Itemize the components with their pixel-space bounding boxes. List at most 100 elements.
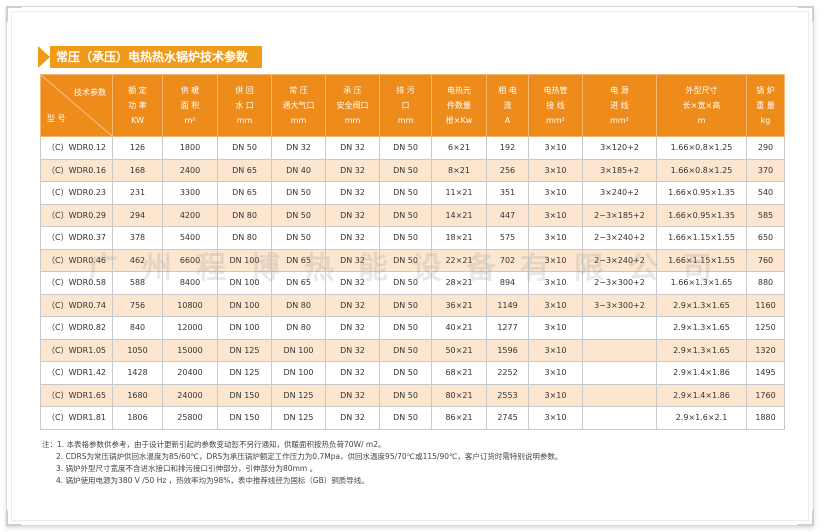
value-cell: 3×10	[528, 293, 583, 317]
value-cell: 1428	[112, 361, 163, 385]
value-cell: 1.66×0.95×1.35	[656, 203, 747, 227]
value-cell: DN 50	[379, 136, 432, 160]
header-col-line: 接 线	[546, 101, 565, 110]
value-cell: 1277	[486, 316, 529, 340]
header-col-line: 供 暖	[180, 86, 200, 95]
header-col-line: 外型尺寸	[685, 86, 718, 95]
model-cell: （C）WDR1.65	[40, 383, 113, 407]
value-cell: 1050	[112, 338, 163, 362]
header-col-line: 额 定	[128, 86, 147, 95]
spec-table: 技术参数 型 号 额 定功 率 KW 供 暖面 积 m² 供 回水 口 mm 常 压通大气口…	[40, 74, 785, 430]
value-cell: 50×21	[431, 338, 487, 362]
header-col-line: m	[697, 116, 706, 125]
value-cell: 880	[746, 271, 785, 295]
value-cell: DN 50	[379, 158, 432, 182]
corner-mark	[6, 6, 22, 22]
value-cell: 2.9×1.4×1.86	[656, 383, 747, 407]
value-cell: 11×21	[431, 181, 487, 205]
value-cell: 1495	[746, 361, 785, 385]
value-cell: 256	[486, 158, 529, 182]
value-cell: 840	[112, 316, 163, 340]
value-cell: DN 100	[217, 271, 272, 295]
value-cell: 378	[112, 226, 163, 250]
value-cell: DN 32	[325, 136, 380, 160]
value-cell: DN 65	[271, 271, 326, 295]
header-col-line: 电热管	[543, 86, 568, 95]
header-col: 常 压通大气口 mm	[271, 74, 326, 137]
header-col-line: KW	[131, 116, 144, 125]
header-col-line: A	[504, 116, 511, 125]
note-line: 4. 锅炉使用电源为380 V /50 Hz ，热效率均为98%，表中推荐线径为…	[56, 476, 369, 485]
value-cell: DN 80	[271, 316, 326, 340]
value-cell: 36×21	[431, 293, 487, 317]
value-cell: DN 65	[217, 158, 272, 182]
value-cell: 370	[746, 158, 785, 182]
header-col-line: 常 压	[289, 86, 308, 95]
value-cell: 1800	[162, 136, 218, 160]
value-cell: 588	[112, 271, 163, 295]
model-cell: （C）WDR0.74	[40, 293, 113, 317]
header-col-line: 水 口	[235, 101, 254, 110]
value-cell: 1596	[486, 338, 529, 362]
table-row: （C）WDR1.05 1050 15000 DN 125 DN 100 DN 32 DN 5…	[40, 338, 785, 362]
value-cell: DN 32	[325, 203, 380, 227]
table-row: （C）WDR1.81 1806 25800 DN 150 DN 125 DN 32 DN 5…	[40, 406, 785, 430]
value-cell: 2−3×240+2	[582, 248, 657, 272]
value-cell: 86×21	[431, 406, 487, 430]
header-col-line: m²	[184, 116, 196, 125]
table-row: （C）WDR0.12 126 1800 DN 50 DN 32 DN 32 DN 50 6×2…	[40, 136, 785, 160]
value-cell	[582, 406, 657, 430]
value-cell: 894	[486, 271, 529, 295]
value-cell	[582, 316, 657, 340]
value-cell: 1880	[746, 406, 785, 430]
value-cell: DN 50	[379, 316, 432, 340]
value-cell: 3×10	[528, 203, 583, 227]
model-cell: （C）WDR1.42	[40, 361, 113, 385]
value-cell: 2.9×1.3×1.65	[656, 338, 747, 362]
value-cell: 1.66×0.8×1.25	[656, 158, 747, 182]
header-col: 电 源进 线 mm²	[582, 74, 657, 137]
value-cell: 575	[486, 226, 529, 250]
value-cell: 2553	[486, 383, 529, 407]
header-col-line: 流	[503, 101, 512, 110]
header-col-line: mm	[236, 116, 253, 125]
section-title: 常压（承压）电热热水锅炉技术参数	[38, 46, 263, 68]
value-cell: DN 50	[379, 383, 432, 407]
header-col: 锅 炉重 量 kg	[746, 74, 785, 137]
header-params-label: 技术参数	[74, 88, 106, 97]
value-cell: 3×10	[528, 248, 583, 272]
value-cell: 760	[746, 248, 785, 272]
header-col-line: mm	[290, 116, 307, 125]
value-cell: DN 50	[379, 361, 432, 385]
value-cell: 1760	[746, 383, 785, 407]
value-cell: 1.66×1.15×1.55	[656, 226, 747, 250]
header-col-line: 重 量	[756, 101, 775, 110]
value-cell: 3×10	[528, 361, 583, 385]
value-cell: DN 32	[325, 383, 380, 407]
value-cell: DN 80	[271, 293, 326, 317]
value-cell: 3×120+2	[582, 136, 657, 160]
corner-mark	[6, 510, 22, 526]
value-cell: DN 50	[379, 338, 432, 362]
header-model-label: 型 号	[47, 114, 66, 123]
table-row: （C）WDR0.29 294 4200 DN 80 DN 50 DN 32 DN 50 14×…	[40, 203, 785, 227]
header-col: 承 压安全阀口 mm	[325, 74, 380, 137]
value-cell: 2.9×1.6×2.1	[656, 406, 747, 430]
value-cell: DN 125	[217, 361, 272, 385]
header-col-line: mm	[397, 116, 414, 125]
model-cell: （C）WDR0.23	[40, 181, 113, 205]
value-cell: 447	[486, 203, 529, 227]
model-cell: （C）WDR0.46	[40, 248, 113, 272]
value-cell: 25800	[162, 406, 218, 430]
value-cell: DN 50	[379, 203, 432, 227]
value-cell: 2.9×1.3×1.65	[656, 316, 747, 340]
header-col-line: 相 电	[498, 86, 517, 95]
value-cell: 1.66×1.15×1.55	[656, 248, 747, 272]
value-cell: 24000	[162, 383, 218, 407]
value-cell: 3×10	[528, 271, 583, 295]
table-row: （C）WDR0.37 378 5400 DN 80 DN 50 DN 32 DN 50 18×…	[40, 226, 785, 250]
value-cell: DN 32	[325, 248, 380, 272]
value-cell: 1680	[112, 383, 163, 407]
value-cell: DN 32	[325, 406, 380, 430]
header-diagonal-cell: 技术参数 型 号	[40, 74, 113, 137]
